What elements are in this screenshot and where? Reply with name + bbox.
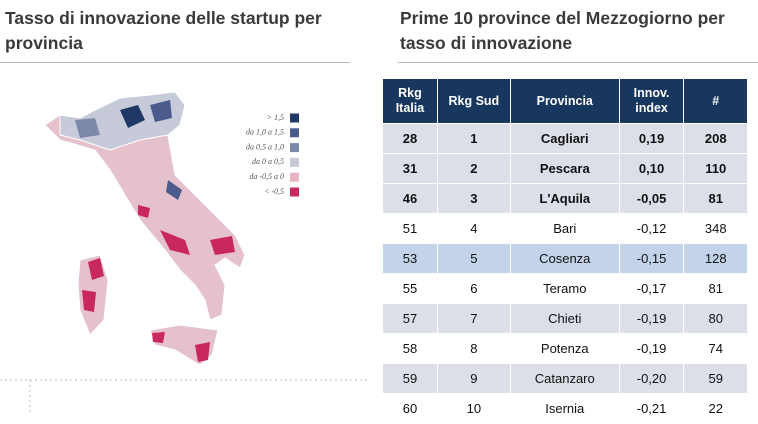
slide: Tasso di innovazione delle startup per p… — [0, 8, 758, 424]
table-cell: 128 — [683, 243, 748, 274]
table-cell: 22 — [683, 393, 748, 424]
region — [150, 100, 172, 122]
table-row: 28 1 Cagliari 0,19 208 — [382, 123, 748, 154]
region — [195, 342, 210, 362]
table-cell: 60 — [382, 393, 438, 424]
region — [120, 105, 145, 128]
table-cell: 59 — [683, 363, 748, 394]
table-cell: 110 — [683, 153, 748, 184]
table-cell: 0,10 — [618, 153, 685, 184]
region — [88, 258, 104, 280]
table-cell: Chieti — [509, 303, 620, 334]
table-cell: -0,15 — [618, 243, 685, 274]
table-cell: 208 — [683, 123, 748, 154]
column-header: Rkg Sud — [436, 78, 511, 124]
legend-label: da 1,0 a 1,5 — [246, 128, 284, 137]
table-cell: 1 — [436, 123, 511, 154]
column-header: Innov. index — [618, 78, 685, 124]
table-row: 57 7 Chieti -0,19 80 — [382, 303, 748, 334]
table-cell: 10 — [436, 393, 511, 424]
table-cell: -0,20 — [618, 363, 685, 394]
table-cell: 28 — [382, 123, 438, 154]
region — [152, 332, 165, 343]
column-header: Rkg Italia — [382, 78, 438, 124]
table-cell: 53 — [382, 243, 438, 274]
table-cell: -0,19 — [618, 333, 685, 364]
table-row: 58 8 Potenza -0,19 74 — [382, 333, 748, 364]
region — [210, 236, 235, 255]
table-cell: Pescara — [509, 153, 620, 184]
table-cell: -0,19 — [618, 303, 685, 334]
ranking-table: Rkg Italia Rkg Sud Provincia Innov. index #2… — [382, 78, 748, 424]
legend-label: da 0 a 0,5 — [252, 157, 284, 166]
table-row: 53 5 Cosenza -0,15 128 — [382, 243, 748, 274]
divider — [398, 62, 758, 63]
legend-label: da -0,5 a 0 — [249, 172, 284, 181]
map: > 1,5 da 1,0 a 1,5 da 0,5 a 1,0 da 0 a 0,5 d… — [0, 91, 370, 412]
legend: > 1,5 da 1,0 a 1,5 da 0,5 a 1,0 da 0 a 0,5 d… — [246, 113, 299, 197]
table-cell: Potenza — [509, 333, 620, 364]
table-cell: 4 — [436, 213, 511, 244]
table-cell: 9 — [436, 363, 511, 394]
table-cell: Bari — [509, 213, 620, 244]
legend-swatch — [290, 113, 299, 123]
region — [160, 230, 190, 255]
table-row: 51 4 Bari -0,12 348 — [382, 213, 748, 244]
table-cell: -0,12 — [618, 213, 685, 244]
divider — [0, 62, 350, 63]
table-cell: 55 — [382, 273, 438, 304]
column-header: # — [683, 78, 748, 124]
table-cell: 348 — [683, 213, 748, 244]
table-cell: 51 — [382, 213, 438, 244]
table-row: 55 6 Teramo -0,17 81 — [382, 273, 748, 304]
region — [166, 180, 182, 200]
table-cell: 6 — [436, 273, 511, 304]
table-cell: -0,21 — [618, 393, 685, 424]
table-cell: 31 — [382, 153, 438, 184]
table-cell: 81 — [683, 183, 748, 214]
table-cell: -0,17 — [618, 273, 685, 304]
table-cell: 0,19 — [618, 123, 685, 154]
column-header: Provincia — [509, 78, 620, 124]
region — [138, 205, 150, 218]
table-cell: 74 — [683, 333, 748, 364]
table-cell: 57 — [382, 303, 438, 334]
legend-swatch — [290, 187, 299, 197]
table-cell: Cosenza — [509, 243, 620, 274]
table-cell: Catanzaro — [509, 363, 620, 394]
right-title: Prime 10 province del Mezzogiorno per ta… — [400, 8, 725, 53]
table-cell: Isernia — [509, 393, 620, 424]
region — [75, 118, 100, 138]
table-cell: L'Aquila — [509, 183, 620, 214]
legend-swatch — [290, 172, 299, 182]
table-row: 59 9 Catanzaro -0,20 59 — [382, 363, 748, 394]
table-cell: 58 — [382, 333, 438, 364]
legend-label: < -0,5 — [264, 187, 284, 196]
table-cell: 2 — [436, 153, 511, 184]
table-cell: 3 — [436, 183, 511, 214]
table-cell: Cagliari — [509, 123, 620, 154]
table-cell: 80 — [683, 303, 748, 334]
table-row: 46 3 L'Aquila -0,05 81 — [382, 183, 748, 214]
left-title: Tasso di innovazione delle startup per p… — [5, 8, 322, 53]
table-cell: 5 — [436, 243, 511, 274]
table-row: 31 2 Pescara 0,10 110 — [382, 153, 748, 184]
legend-swatch — [290, 143, 299, 153]
legend-label: > 1,5 — [267, 113, 284, 122]
table-cell: 7 — [436, 303, 511, 334]
table-cell: -0,05 — [618, 183, 685, 214]
legend-swatch — [290, 157, 299, 167]
table-cell: Teramo — [509, 273, 620, 304]
region — [82, 290, 96, 312]
table-cell: 59 — [382, 363, 438, 394]
legend-label: da 0,5 a 1,0 — [246, 142, 284, 151]
table-cell: 81 — [683, 273, 748, 304]
table-cell: 46 — [382, 183, 438, 214]
table-cell: 8 — [436, 333, 511, 364]
table-row: 60 10 Isernia -0,21 22 — [382, 393, 748, 424]
legend-swatch — [290, 128, 299, 138]
